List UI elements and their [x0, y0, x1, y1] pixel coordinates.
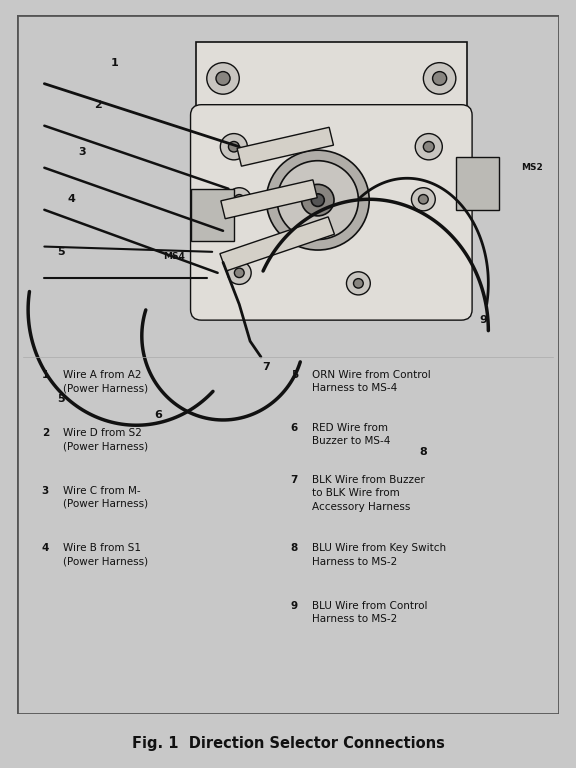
FancyBboxPatch shape	[191, 104, 472, 320]
Circle shape	[302, 184, 334, 216]
Polygon shape	[237, 127, 334, 166]
Text: MS2: MS2	[521, 164, 543, 172]
Text: RED Wire from
Buzzer to MS-4: RED Wire from Buzzer to MS-4	[312, 422, 391, 445]
Text: 3: 3	[78, 147, 86, 157]
Text: BLU Wire from Key Switch
Harness to MS-2: BLU Wire from Key Switch Harness to MS-2	[312, 544, 446, 567]
Text: 1: 1	[41, 370, 49, 380]
Bar	[456, 157, 499, 210]
Circle shape	[220, 134, 248, 160]
Polygon shape	[220, 217, 335, 271]
Bar	[196, 115, 467, 315]
Text: 2: 2	[94, 100, 103, 110]
Circle shape	[423, 63, 456, 94]
Text: 3: 3	[41, 485, 49, 495]
Text: 7: 7	[263, 362, 270, 372]
Text: 8: 8	[419, 446, 427, 456]
Circle shape	[234, 268, 244, 277]
Text: 5: 5	[57, 247, 65, 257]
Polygon shape	[221, 180, 317, 219]
Text: BLK Wire from Buzzer
to BLK Wire from
Accessory Harness: BLK Wire from Buzzer to BLK Wire from Ac…	[312, 475, 425, 511]
Text: Wire C from M-
(Power Harness): Wire C from M- (Power Harness)	[63, 485, 149, 509]
Text: 4: 4	[67, 194, 75, 204]
Circle shape	[207, 63, 239, 94]
Text: 5: 5	[57, 394, 65, 404]
Circle shape	[423, 141, 434, 152]
Text: 8: 8	[291, 544, 298, 554]
Text: 4: 4	[41, 544, 49, 554]
Circle shape	[277, 161, 358, 240]
Text: ORN Wire from Control
Harness to MS-4: ORN Wire from Control Harness to MS-4	[312, 370, 431, 393]
Text: 7: 7	[291, 475, 298, 485]
Circle shape	[216, 71, 230, 85]
Text: 9: 9	[479, 315, 487, 325]
Circle shape	[234, 194, 244, 204]
Text: Wire D from S2
(Power Harness): Wire D from S2 (Power Harness)	[63, 428, 149, 451]
Circle shape	[228, 261, 251, 284]
Circle shape	[228, 187, 251, 211]
Circle shape	[229, 141, 239, 152]
Circle shape	[433, 71, 446, 85]
Text: 6: 6	[291, 422, 298, 432]
Circle shape	[311, 194, 324, 207]
Text: 1: 1	[111, 58, 119, 68]
Bar	[191, 189, 234, 241]
Text: Wire B from S1
(Power Harness): Wire B from S1 (Power Harness)	[63, 544, 149, 567]
Bar	[196, 41, 467, 115]
Circle shape	[415, 134, 442, 160]
Text: 6: 6	[154, 409, 162, 420]
Circle shape	[419, 194, 428, 204]
Text: BLU Wire from Control
Harness to MS-2: BLU Wire from Control Harness to MS-2	[312, 601, 428, 624]
Circle shape	[411, 187, 435, 211]
Text: 9: 9	[291, 601, 298, 611]
Circle shape	[266, 151, 369, 250]
Circle shape	[354, 279, 363, 288]
Text: Fig. 1  Direction Selector Connections: Fig. 1 Direction Selector Connections	[131, 736, 445, 751]
Text: 5: 5	[291, 370, 298, 380]
Text: Wire A from A2
(Power Harness): Wire A from A2 (Power Harness)	[63, 370, 149, 393]
Text: 2: 2	[41, 428, 49, 438]
Text: MS4: MS4	[163, 252, 185, 261]
Circle shape	[347, 272, 370, 295]
